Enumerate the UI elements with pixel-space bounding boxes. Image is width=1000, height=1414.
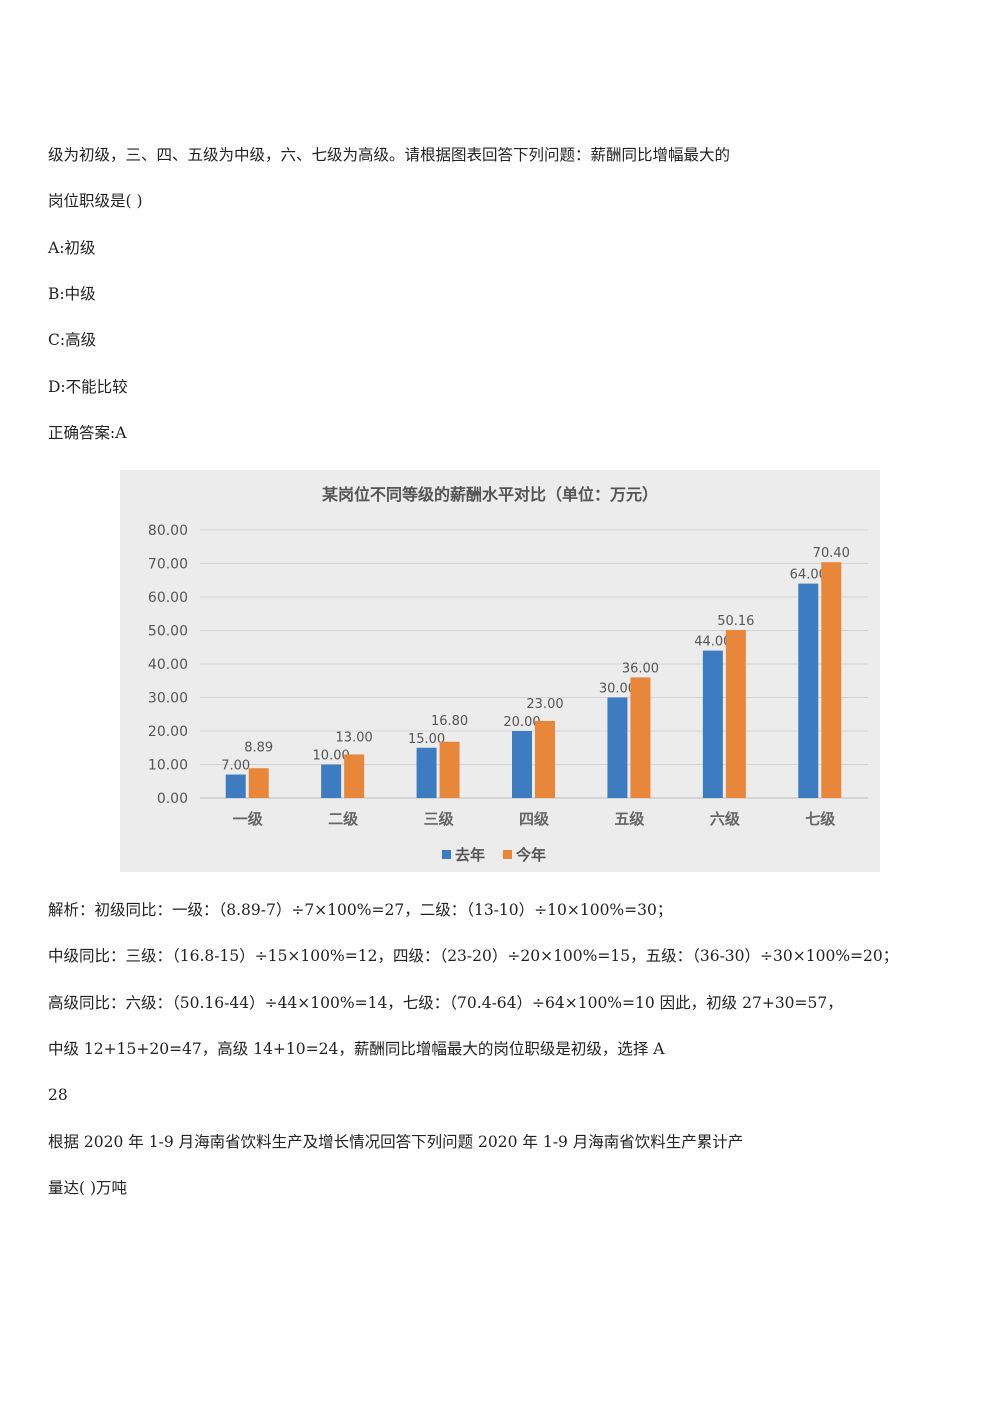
data-label-this-year: 8.89 (244, 741, 273, 756)
legend-label-this-year: 今年 (515, 846, 546, 864)
bar-this-year (344, 754, 365, 798)
text-line: 28 (48, 1086, 68, 1105)
text-line: D:不能比较 (48, 377, 128, 396)
text-line: C:高级 (48, 331, 97, 350)
data-label-this-year: 13.00 (336, 731, 373, 746)
y-tick-label: 70.00 (148, 557, 188, 573)
bar-this-year (439, 741, 460, 798)
y-tick-label: 0.00 (157, 791, 188, 807)
y-tick-label: 80.00 (148, 523, 188, 539)
data-label-this-year: 70.40 (813, 546, 850, 561)
data-label-this-year: 16.80 (431, 714, 468, 729)
y-tick-label: 40.00 (148, 657, 188, 673)
legend-label-last-year: 去年 (455, 846, 485, 864)
bar-this-year (535, 720, 555, 798)
text-line: A:初级 (48, 238, 96, 257)
data-label-last-year: 10.00 (313, 749, 350, 764)
bar-this-year (630, 677, 651, 798)
text-line: 解析：初级同比：一级：（8.89-7）÷7×100%=27，二级：（13-10）… (48, 901, 673, 919)
legend-swatch-this-year (503, 850, 512, 859)
y-tick-label: 10.00 (148, 758, 188, 774)
text-line: 中级同比：三级：（16.8-15）÷15×100%=12，四级：（23-20）÷… (48, 947, 899, 966)
data-label-last-year: 15.00 (408, 732, 445, 747)
data-label-last-year: 64.00 (790, 568, 827, 583)
x-tick-label: 一级 (233, 810, 264, 828)
x-tick-label: 六级 (710, 810, 741, 828)
text-line: 高级同比：六级：（50.16-44）÷44×100%=14，七级：（70.4-6… (48, 993, 843, 1012)
text-line: 正确答案:A (48, 423, 127, 442)
y-tick-label: 60.00 (148, 590, 188, 606)
salary-chart: 某岗位不同等级的薪酬水平对比（单位：万元） 0.00 10.00 20.00 30.0… (120, 470, 880, 872)
x-tick-label: 三级 (424, 810, 455, 828)
text-line: 量达( )万吨 (48, 1178, 128, 1197)
x-tick-label: 二级 (328, 810, 359, 828)
y-tick-label: 30.00 (148, 691, 188, 707)
x-tick-label: 七级 (805, 810, 836, 828)
text-line: B:中级 (48, 284, 96, 303)
y-tick-label: 50.00 (148, 624, 188, 640)
data-label-last-year: 20.00 (503, 715, 540, 730)
bar-last-year (702, 650, 723, 798)
chart-background (120, 470, 880, 872)
text-line: 岗位职级是( ) (48, 192, 143, 211)
data-label-this-year: 50.16 (717, 614, 754, 629)
text-line: 中级 12+15+20=47，高级 14+10=24，薪酬同比增幅最大的岗位职级… (48, 1039, 665, 1058)
text-line: 级为初级，三、四、五级为中级，六、七级为高级。请根据图表回答下列问题：薪酬同比增… (48, 146, 731, 164)
x-tick-label: 四级 (519, 810, 550, 828)
bar-this-year (248, 768, 269, 798)
bar-last-year (321, 764, 342, 798)
bar-last-year (512, 731, 532, 798)
bar-last-year (798, 583, 819, 798)
y-tick-label: 20.00 (148, 724, 188, 740)
bar-last-year (416, 747, 437, 798)
legend-swatch-last-year (442, 850, 451, 859)
chart-title: 某岗位不同等级的薪酬水平对比（单位：万元） (321, 485, 658, 504)
data-label-this-year: 23.00 (526, 697, 563, 712)
bar-last-year (225, 774, 246, 798)
bar-this-year (821, 562, 842, 798)
data-label-last-year: 44.00 (694, 635, 731, 650)
data-label-this-year: 36.00 (622, 661, 659, 676)
data-label-last-year: 7.00 (221, 759, 250, 774)
bar-this-year (725, 629, 746, 798)
x-tick-label: 五级 (614, 810, 645, 828)
text-line: 根据 2020 年 1-9 月海南省饮料生产及增长情况回答下列问题 2020 年… (48, 1132, 744, 1151)
bar-last-year (607, 697, 628, 798)
data-label-last-year: 30.00 (599, 682, 636, 697)
